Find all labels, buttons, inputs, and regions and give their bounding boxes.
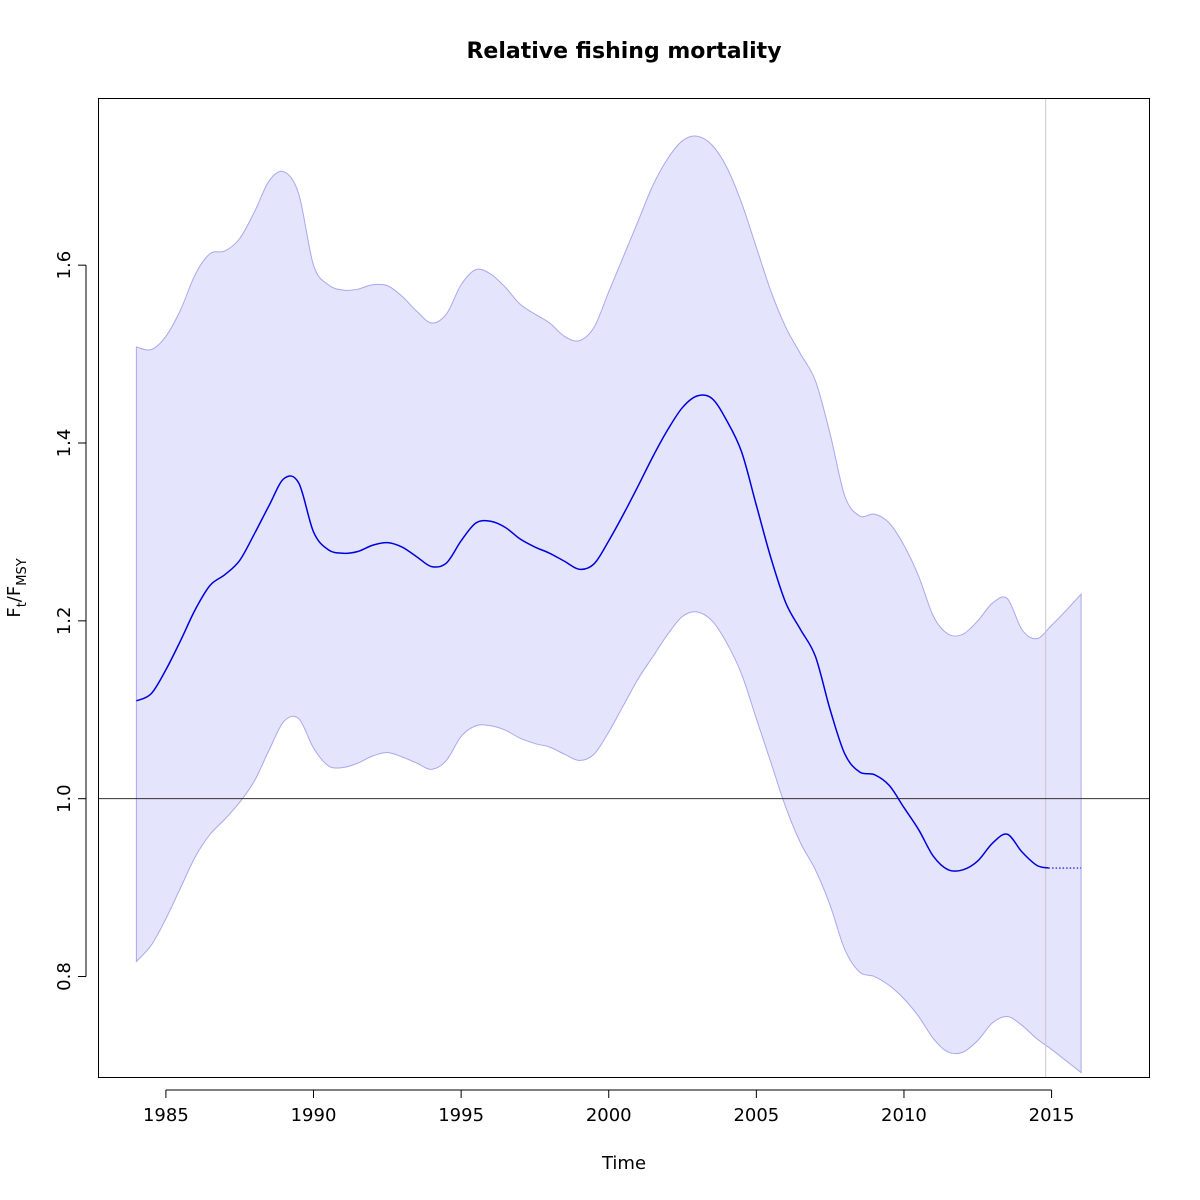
chart-title: Relative fishing mortality (466, 39, 781, 64)
x-tick-label: 1985 (143, 1105, 189, 1126)
y-label-f: F (4, 607, 25, 617)
estimate-line (136, 394, 1049, 872)
y-axis-label: Ft/FMSY (4, 558, 30, 617)
x-axis: 1985 1990 1995 2000 2005 2010 2015 (143, 1089, 1075, 1126)
confidence-band (135, 135, 1082, 1074)
x-tick-label: 2005 (733, 1105, 779, 1126)
y-tick-label: 1.2 (54, 607, 75, 636)
y-tick-label: 0.8 (54, 962, 75, 991)
y-axis: 0.8 1.0 1.2 1.4 1.6 (54, 251, 87, 991)
x-tick-label: 2000 (586, 1105, 632, 1126)
y-label-sub-msy: MSY (15, 558, 30, 585)
x-axis-label: Time (601, 1153, 646, 1174)
x-tick-label: 2015 (1029, 1105, 1075, 1126)
y-label-sub-t: t (15, 602, 30, 607)
y-tick-label: 1.6 (54, 251, 75, 280)
y-tick-label: 1.4 (54, 429, 75, 458)
x-tick-label: 1995 (438, 1105, 484, 1126)
y-label-slash-f: /F (4, 586, 25, 602)
x-tick-label: 2010 (881, 1105, 927, 1126)
plot-frame (98, 98, 1150, 1078)
x-tick-label: 1990 (291, 1105, 337, 1126)
plot-layer (98, 98, 1149, 1077)
y-tick-label: 1.0 (54, 784, 75, 813)
